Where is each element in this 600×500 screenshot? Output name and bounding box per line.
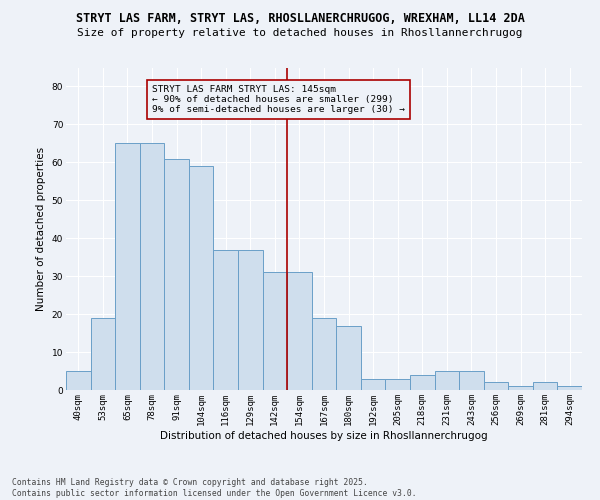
- Y-axis label: Number of detached properties: Number of detached properties: [36, 146, 46, 311]
- Bar: [214, 250, 238, 390]
- Bar: [164, 158, 189, 390]
- X-axis label: Distribution of detached houses by size in Rhosllannerchrugog: Distribution of detached houses by size …: [160, 430, 488, 440]
- Bar: [557, 386, 582, 390]
- Bar: [484, 382, 508, 390]
- Bar: [140, 144, 164, 390]
- Bar: [263, 272, 287, 390]
- Bar: [91, 318, 115, 390]
- Text: STRYT LAS FARM, STRYT LAS, RHOSLLANERCHRUGOG, WREXHAM, LL14 2DA: STRYT LAS FARM, STRYT LAS, RHOSLLANERCHR…: [76, 12, 524, 26]
- Bar: [508, 386, 533, 390]
- Bar: [410, 375, 434, 390]
- Bar: [287, 272, 312, 390]
- Bar: [336, 326, 361, 390]
- Bar: [385, 378, 410, 390]
- Text: Size of property relative to detached houses in Rhosllannerchrugog: Size of property relative to detached ho…: [77, 28, 523, 38]
- Bar: [459, 371, 484, 390]
- Bar: [238, 250, 263, 390]
- Bar: [361, 378, 385, 390]
- Bar: [533, 382, 557, 390]
- Bar: [115, 144, 140, 390]
- Text: STRYT LAS FARM STRYT LAS: 145sqm
← 90% of detached houses are smaller (299)
9% o: STRYT LAS FARM STRYT LAS: 145sqm ← 90% o…: [152, 84, 405, 114]
- Bar: [312, 318, 336, 390]
- Bar: [189, 166, 214, 390]
- Text: Contains HM Land Registry data © Crown copyright and database right 2025.
Contai: Contains HM Land Registry data © Crown c…: [12, 478, 416, 498]
- Bar: [434, 371, 459, 390]
- Bar: [66, 371, 91, 390]
